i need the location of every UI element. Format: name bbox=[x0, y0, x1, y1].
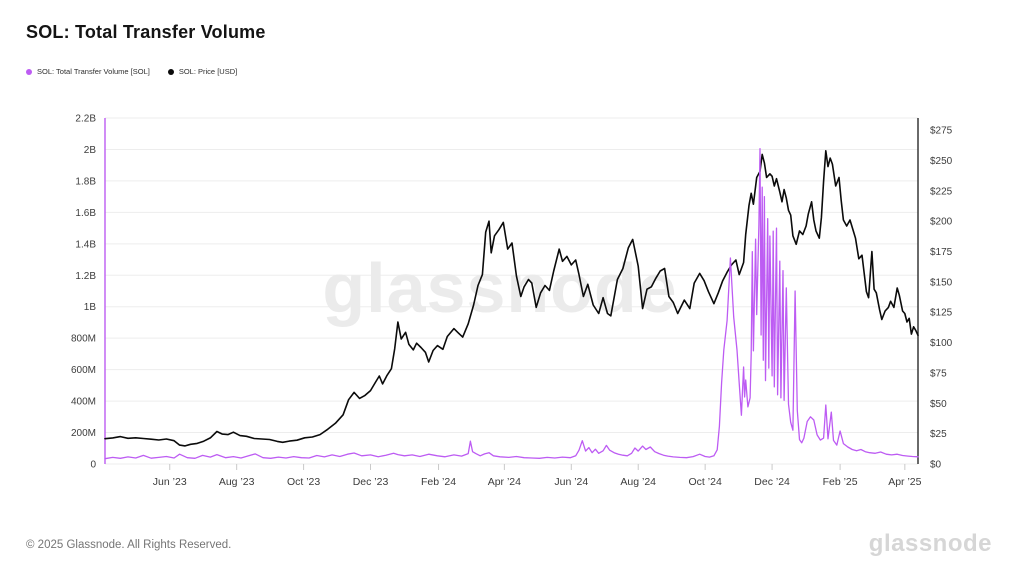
y-right-tick-label: $250 bbox=[930, 156, 953, 167]
y-left-tick-label: 2B bbox=[84, 145, 97, 156]
copyright-text: © 2025 Glassnode. All Rights Reserved. bbox=[26, 539, 232, 551]
legend-item-volume[interactable]: SOL: Total Transfer Volume [SOL] bbox=[26, 67, 150, 76]
y-right-tick-label: $75 bbox=[930, 368, 947, 379]
y-right-tick-label: $200 bbox=[930, 217, 953, 228]
legend: SOL: Total Transfer Volume [SOL] SOL: Pr… bbox=[26, 67, 237, 76]
y-left-tick-label: 1.6B bbox=[75, 208, 96, 219]
volume-series-dot-icon bbox=[26, 68, 32, 75]
x-tick-label: Jun ’24 bbox=[554, 476, 588, 488]
y-left-tick-label: 1.2B bbox=[75, 271, 96, 282]
price-series-label: SOL: Price [USD] bbox=[178, 67, 238, 76]
y-left-tick-label: 1.4B bbox=[75, 239, 96, 250]
y-right-tick-label: $25 bbox=[930, 429, 947, 440]
x-tick-label: Dec ’24 bbox=[754, 476, 790, 488]
x-tick-label: Aug ’23 bbox=[219, 476, 255, 488]
x-tick-label: Jun ’23 bbox=[153, 476, 187, 488]
x-tick-label: Aug ’24 bbox=[620, 476, 656, 488]
page-title: SOL: Total Transfer Volume bbox=[26, 22, 266, 42]
x-tick-label: Feb ’25 bbox=[823, 476, 858, 488]
y-left-tick-label: 200M bbox=[71, 428, 96, 439]
y-right-tick-label: $225 bbox=[930, 186, 953, 197]
y-left-tick-label: 1B bbox=[84, 302, 97, 313]
x-tick-label: Apr ’25 bbox=[888, 476, 921, 488]
y-right-tick-label: $0 bbox=[930, 460, 942, 471]
volume-series-label: SOL: Total Transfer Volume [SOL] bbox=[37, 67, 150, 76]
x-tick-label: Feb ’24 bbox=[421, 476, 456, 488]
price-line bbox=[104, 150, 919, 447]
y-left-tick-label: 2.2B bbox=[75, 114, 96, 125]
y-left-tick-label: 1.8B bbox=[75, 176, 96, 187]
y-left-tick-label: 800M bbox=[71, 334, 96, 345]
y-left-tick-label: 400M bbox=[71, 397, 96, 408]
x-tick-label: Dec ’23 bbox=[353, 476, 389, 488]
x-tick-label: Oct ’23 bbox=[287, 476, 320, 488]
volume-line bbox=[104, 148, 919, 460]
y-right-tick-label: $275 bbox=[930, 126, 953, 137]
y-left-tick-label: 0 bbox=[90, 460, 96, 471]
y-right-tick-label: $50 bbox=[930, 399, 947, 410]
x-tick-label: Apr ’24 bbox=[488, 476, 521, 488]
x-tick-label: Oct ’24 bbox=[689, 476, 722, 488]
price-series-dot-icon bbox=[167, 68, 174, 75]
y-right-tick-label: $150 bbox=[930, 277, 953, 288]
y-right-tick-label: $100 bbox=[930, 338, 953, 349]
y-right-tick-label: $125 bbox=[930, 308, 953, 319]
y-left-tick-label: 600M bbox=[71, 365, 96, 376]
watermark: glassnode bbox=[322, 249, 677, 327]
legend-item-price[interactable]: SOL: Price [USD] bbox=[167, 67, 238, 76]
glassnode-logo: glassnode bbox=[868, 530, 992, 557]
y-right-tick-label: $175 bbox=[930, 247, 953, 258]
